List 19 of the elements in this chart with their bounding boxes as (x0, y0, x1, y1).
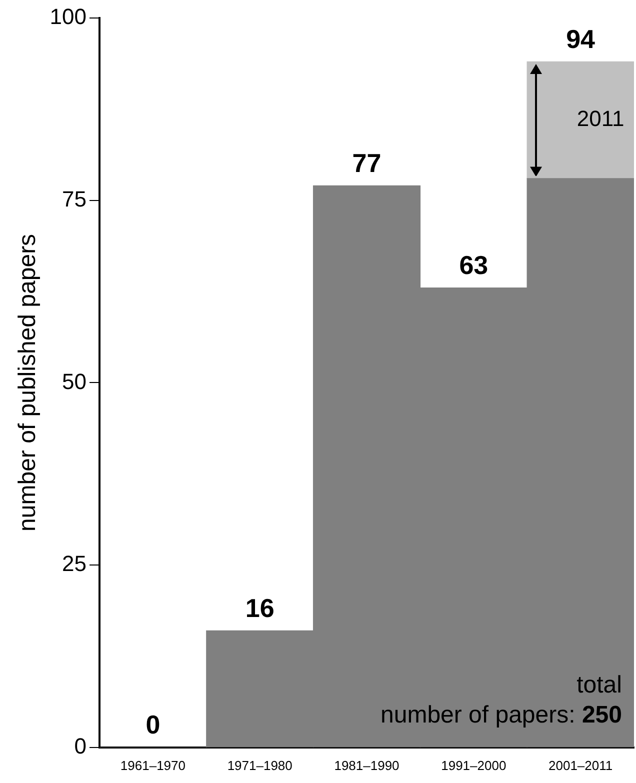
y-axis-title: number of published papers (14, 234, 42, 532)
total-label: 63 (459, 250, 488, 280)
x-tick-label: 1991–2000 (441, 758, 506, 773)
y-tick-label: 25 (62, 551, 87, 576)
total-label: 94 (566, 24, 596, 54)
x-tick-label: 2001–2011 (548, 758, 613, 773)
series-label: 2011 (576, 106, 624, 132)
x-tick-label: 1971–1980 (227, 758, 292, 773)
y-tick-label: 75 (62, 186, 87, 212)
x-tick-label: 1961–1970 (120, 758, 186, 773)
total-label: 77 (352, 148, 382, 178)
bar (526, 61, 634, 179)
y-tick-label: 100 (50, 4, 87, 30)
total-label: 0 (146, 710, 160, 740)
x-tick-label: 1981–1990 (334, 758, 400, 773)
y-tick-label: 0 (74, 733, 87, 758)
total-label: 16 (245, 592, 274, 623)
y-tick-label: 50 (62, 368, 87, 394)
annotation: total number of papers: 250 (380, 671, 622, 728)
